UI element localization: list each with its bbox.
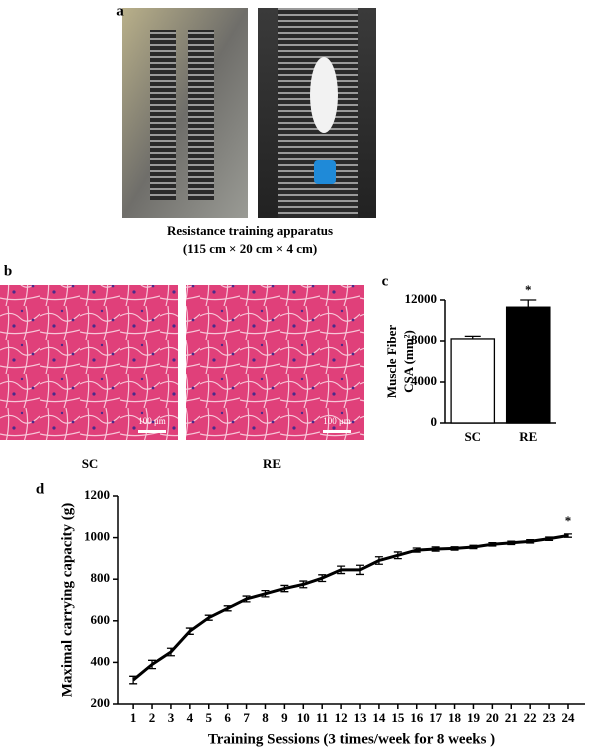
y-tick-label: 1200 <box>84 487 110 502</box>
ladder <box>150 30 176 200</box>
x-tick-label: 22 <box>524 710 537 725</box>
annotation: * <box>525 282 532 297</box>
scale-bar <box>138 430 166 433</box>
x-tick-label: 14 <box>372 710 386 725</box>
y-axis-label: Muscle Fiber <box>384 325 399 399</box>
x-tick-label: 15 <box>391 710 405 725</box>
scale-label: 100 μm <box>138 416 166 426</box>
x-tick-label: RE <box>519 429 537 444</box>
x-axis-label: Training Sessions (3 times/week for 8 we… <box>208 731 495 747</box>
y-axis-label: Maximal carrying capacity (g) <box>59 503 75 698</box>
histology-image <box>0 285 178 440</box>
panel-label: a <box>116 3 124 19</box>
x-tick-label: 13 <box>354 710 368 725</box>
x-tick-label: 11 <box>316 710 328 725</box>
x-tick-label: 20 <box>486 710 499 725</box>
annotation: * <box>565 513 572 528</box>
x-tick-label: 7 <box>243 710 250 725</box>
image-label: RE <box>263 456 281 471</box>
x-tick-label: SC <box>464 429 481 444</box>
bar <box>505 306 551 424</box>
x-tick-label: 23 <box>543 710 557 725</box>
photo-apparatus <box>122 8 248 218</box>
line <box>132 534 569 682</box>
x-tick-label: 18 <box>448 710 462 725</box>
x-tick-label: 10 <box>297 710 310 725</box>
scale-bar <box>323 430 351 433</box>
x-tick-label: 16 <box>410 710 424 725</box>
x-tick-label: 24 <box>561 710 575 725</box>
x-tick-label: 8 <box>262 710 269 725</box>
bar <box>450 338 496 424</box>
y-tick-label: 1000 <box>84 529 110 544</box>
x-tick-label: 1 <box>130 710 137 725</box>
y-tick-label: 400 <box>91 653 111 668</box>
panel-label: c <box>382 273 389 289</box>
y-tick-label: 8000 <box>411 332 437 347</box>
x-tick-label: 3 <box>168 710 175 725</box>
panel-a-photos <box>122 8 376 218</box>
caption: (115 cm × 20 cm × 4 cm) <box>183 241 317 256</box>
panel-label: b <box>4 263 12 279</box>
x-tick-label: 12 <box>335 710 348 725</box>
y-tick-label: 600 <box>91 612 111 627</box>
image-label: SC <box>82 456 99 471</box>
x-tick-label: 2 <box>149 710 156 725</box>
panel-label: d <box>36 481 45 497</box>
y-tick-label: 800 <box>91 570 111 585</box>
y-tick-label: 4000 <box>411 373 437 388</box>
x-tick-label: 19 <box>467 710 481 725</box>
x-tick-label: 4 <box>187 710 194 725</box>
y-tick-label: 12000 <box>405 291 438 306</box>
histology-image <box>186 285 364 440</box>
x-tick-label: 6 <box>224 710 231 725</box>
x-tick-label: 17 <box>429 710 443 725</box>
rat <box>310 57 338 133</box>
x-tick-label: 9 <box>281 710 288 725</box>
caption: Resistance training apparatus <box>167 223 333 238</box>
weight <box>314 160 336 184</box>
y-tick-label: 0 <box>431 414 438 429</box>
y-tick-label: 200 <box>91 695 111 710</box>
scale-label: 100 μm <box>323 416 351 426</box>
ladder <box>188 30 214 200</box>
y-axis-label: CSA (mm²) <box>401 330 416 393</box>
x-tick-label: 5 <box>206 710 213 725</box>
x-tick-label: 21 <box>505 710 518 725</box>
